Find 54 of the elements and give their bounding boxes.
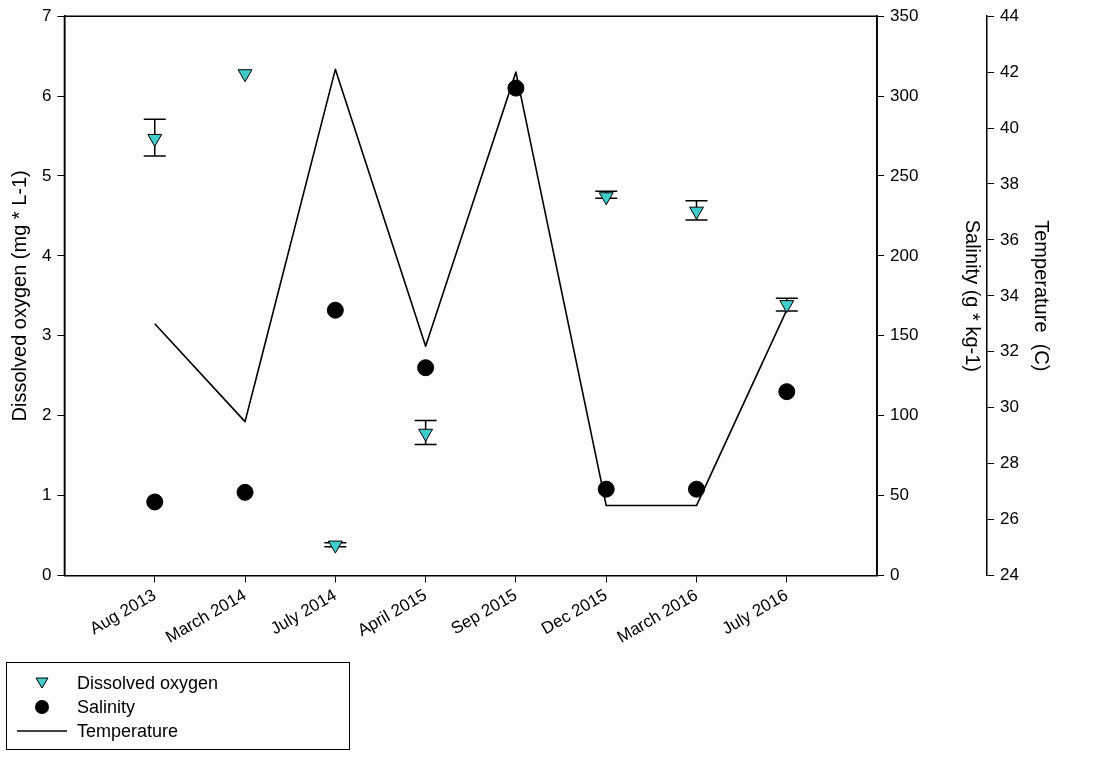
y-tick-label: 0 [41, 565, 52, 585]
y3-tick-label: 32 [1000, 341, 1020, 361]
y2-tick-label: 50 [890, 485, 910, 505]
y-tick-label: 4 [41, 245, 52, 265]
y3-tick-label: 42 [1000, 61, 1020, 81]
x-tick-label: Sep 2015 [447, 585, 521, 639]
y2-tick-label: 150 [890, 325, 919, 345]
y2-tick-label: 300 [890, 85, 919, 105]
point [507, 79, 525, 97]
x-tick-label: July 2014 [267, 585, 340, 639]
point [326, 301, 344, 319]
y3-tick-label: 30 [1000, 397, 1020, 417]
point [688, 480, 706, 498]
y-tick-label: 6 [41, 85, 52, 105]
point [417, 359, 435, 377]
y2-axis-title: Salinity (g * kg-1) [961, 219, 984, 372]
y3-tick-label: 26 [1000, 509, 1020, 529]
y3-tick-label: 28 [1000, 453, 1020, 473]
point [237, 69, 253, 83]
point [689, 206, 704, 220]
y3-tick-label: 40 [1000, 117, 1020, 137]
point [418, 428, 434, 442]
point [778, 383, 796, 401]
y-axis-title: Dissolved oxygen (mg * L-1) [7, 170, 30, 422]
point [236, 483, 254, 501]
y3-tick-label: 36 [1000, 229, 1020, 249]
point [598, 192, 614, 206]
y2-tick-label: 0 [890, 565, 900, 585]
x-tick-label: Dec 2015 [538, 585, 611, 639]
point [146, 493, 164, 511]
y3-tick-label: 34 [1000, 285, 1020, 305]
legend-label: Salinity [77, 696, 136, 718]
legend-label: Dissolved oxygen [77, 672, 219, 694]
y2-tick-label: 100 [890, 405, 919, 425]
point [327, 540, 343, 554]
y-tick-label: 1 [41, 485, 52, 505]
y-tick-label: 5 [41, 165, 52, 185]
y-tick-label: 7 [41, 5, 52, 25]
point [147, 133, 163, 147]
y3-tick-label: 24 [1000, 565, 1020, 585]
y2-tick-label: 250 [890, 165, 919, 185]
point [597, 480, 615, 498]
legend-label: Temperature [77, 720, 179, 742]
y2-tick-label: 200 [890, 245, 919, 265]
y3-axis-title: Temperature (C) [1031, 220, 1054, 372]
y2-tick-label: 350 [890, 5, 919, 25]
y3-tick-label: 44 [1000, 5, 1020, 25]
x-tick-label: Aug 2013 [86, 585, 160, 639]
y-tick-label: 2 [41, 405, 52, 425]
y-tick-label: 3 [41, 325, 52, 345]
y3-tick-label: 38 [1000, 173, 1020, 193]
x-tick-label: April 2015 [354, 585, 430, 641]
x-tick-label: July 2016 [718, 585, 792, 639]
point [779, 300, 795, 314]
